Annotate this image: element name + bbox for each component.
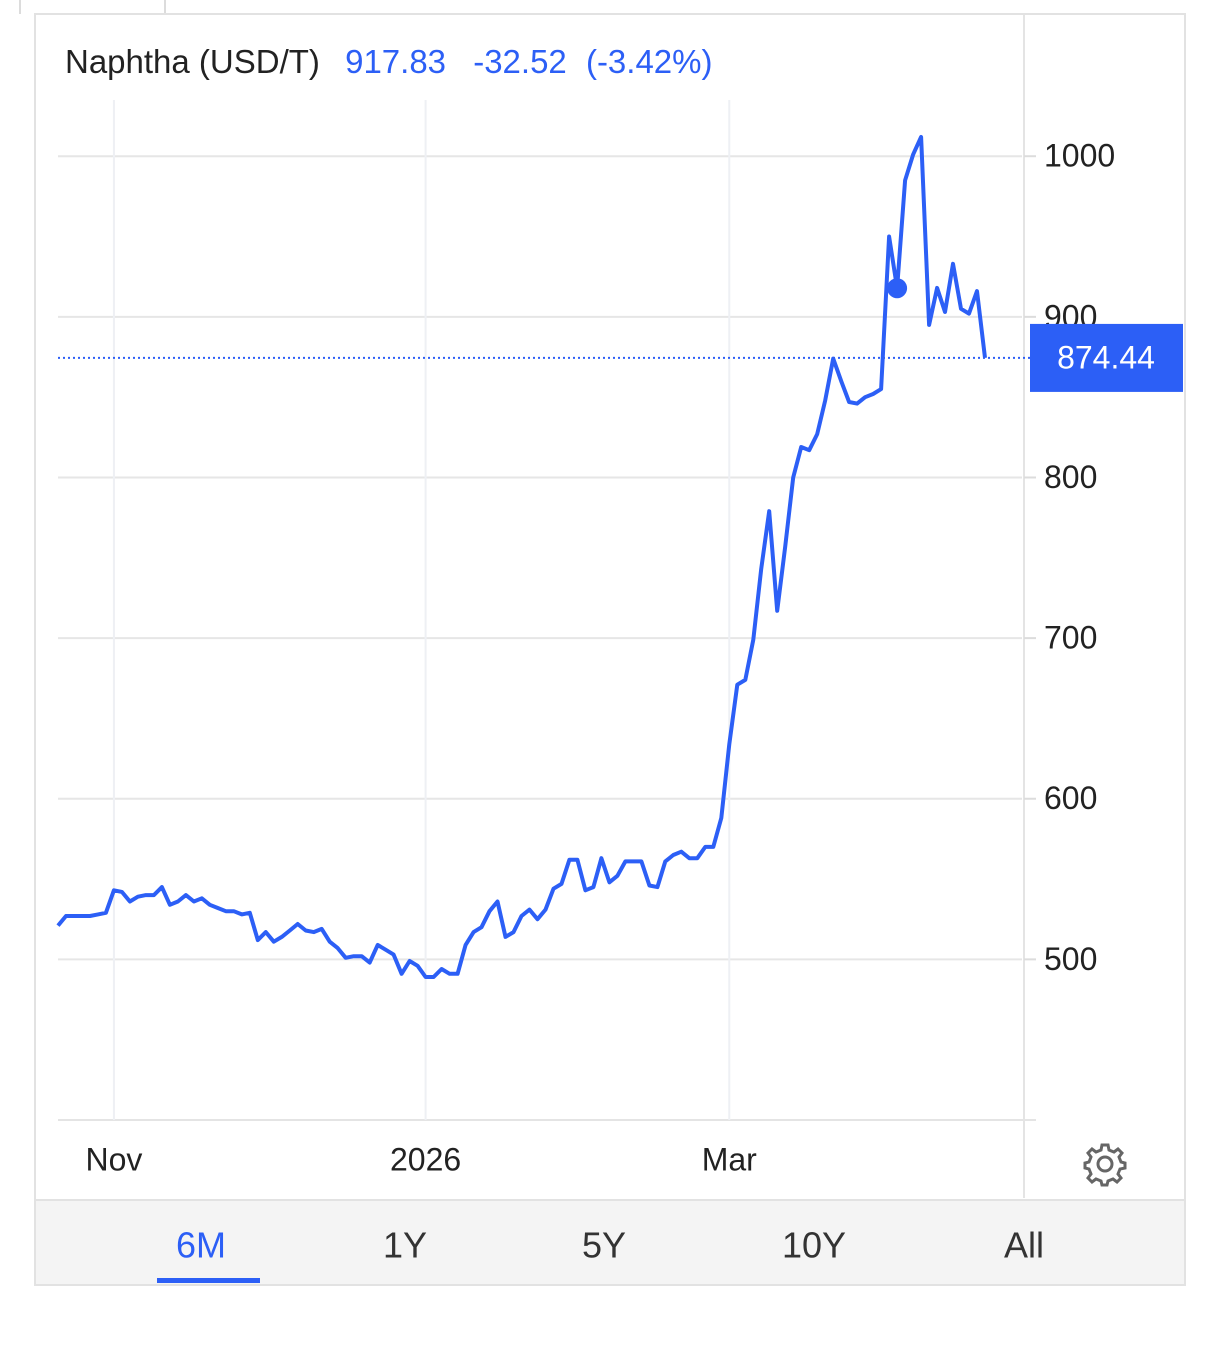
y-tick-label: 500: [1044, 941, 1097, 977]
instrument-name: Naphtha (USD/T): [65, 43, 320, 80]
header: Naphtha (USD/T) 917.83 -32.52 (-3.42%): [65, 43, 713, 80]
last-value-box: [1030, 323, 1183, 392]
y-tick-label: 600: [1044, 780, 1097, 816]
settings-button[interactable]: [1083, 1143, 1127, 1187]
y-tick-label: 800: [1044, 459, 1097, 495]
x-tick-label: 2026: [390, 1141, 461, 1177]
card: [34, 13, 1186, 1286]
range-tab[interactable]: All: [1004, 1225, 1044, 1266]
price: 917.83: [345, 43, 446, 80]
change-percent: (-3.42%): [586, 43, 713, 80]
range-bar: [36, 1200, 1184, 1284]
gear-hub: [1096, 1155, 1114, 1173]
x-tick-label: Mar: [702, 1141, 757, 1177]
y-tick-label: 700: [1044, 620, 1097, 656]
x-tick-label: Nov: [85, 1141, 142, 1177]
change: -32.52: [473, 43, 567, 80]
hover-point: [887, 278, 908, 299]
y-tick-label: 1000: [1044, 138, 1115, 174]
range-tab[interactable]: 6M: [176, 1225, 226, 1266]
price-line: [56, 134, 987, 979]
range-tab[interactable]: 5Y: [582, 1225, 626, 1266]
active-tab-underline: [157, 1278, 260, 1283]
range-tab[interactable]: 10Y: [782, 1225, 846, 1266]
range-tabs: 6M 1Y 5Y 10Y All: [157, 1225, 1044, 1283]
last-value-label: 874.44: [1057, 339, 1155, 375]
plot: 874.44: [56, 134, 1183, 979]
gear-teeth: [1083, 1143, 1127, 1187]
range-tab[interactable]: 1Y: [383, 1225, 427, 1266]
